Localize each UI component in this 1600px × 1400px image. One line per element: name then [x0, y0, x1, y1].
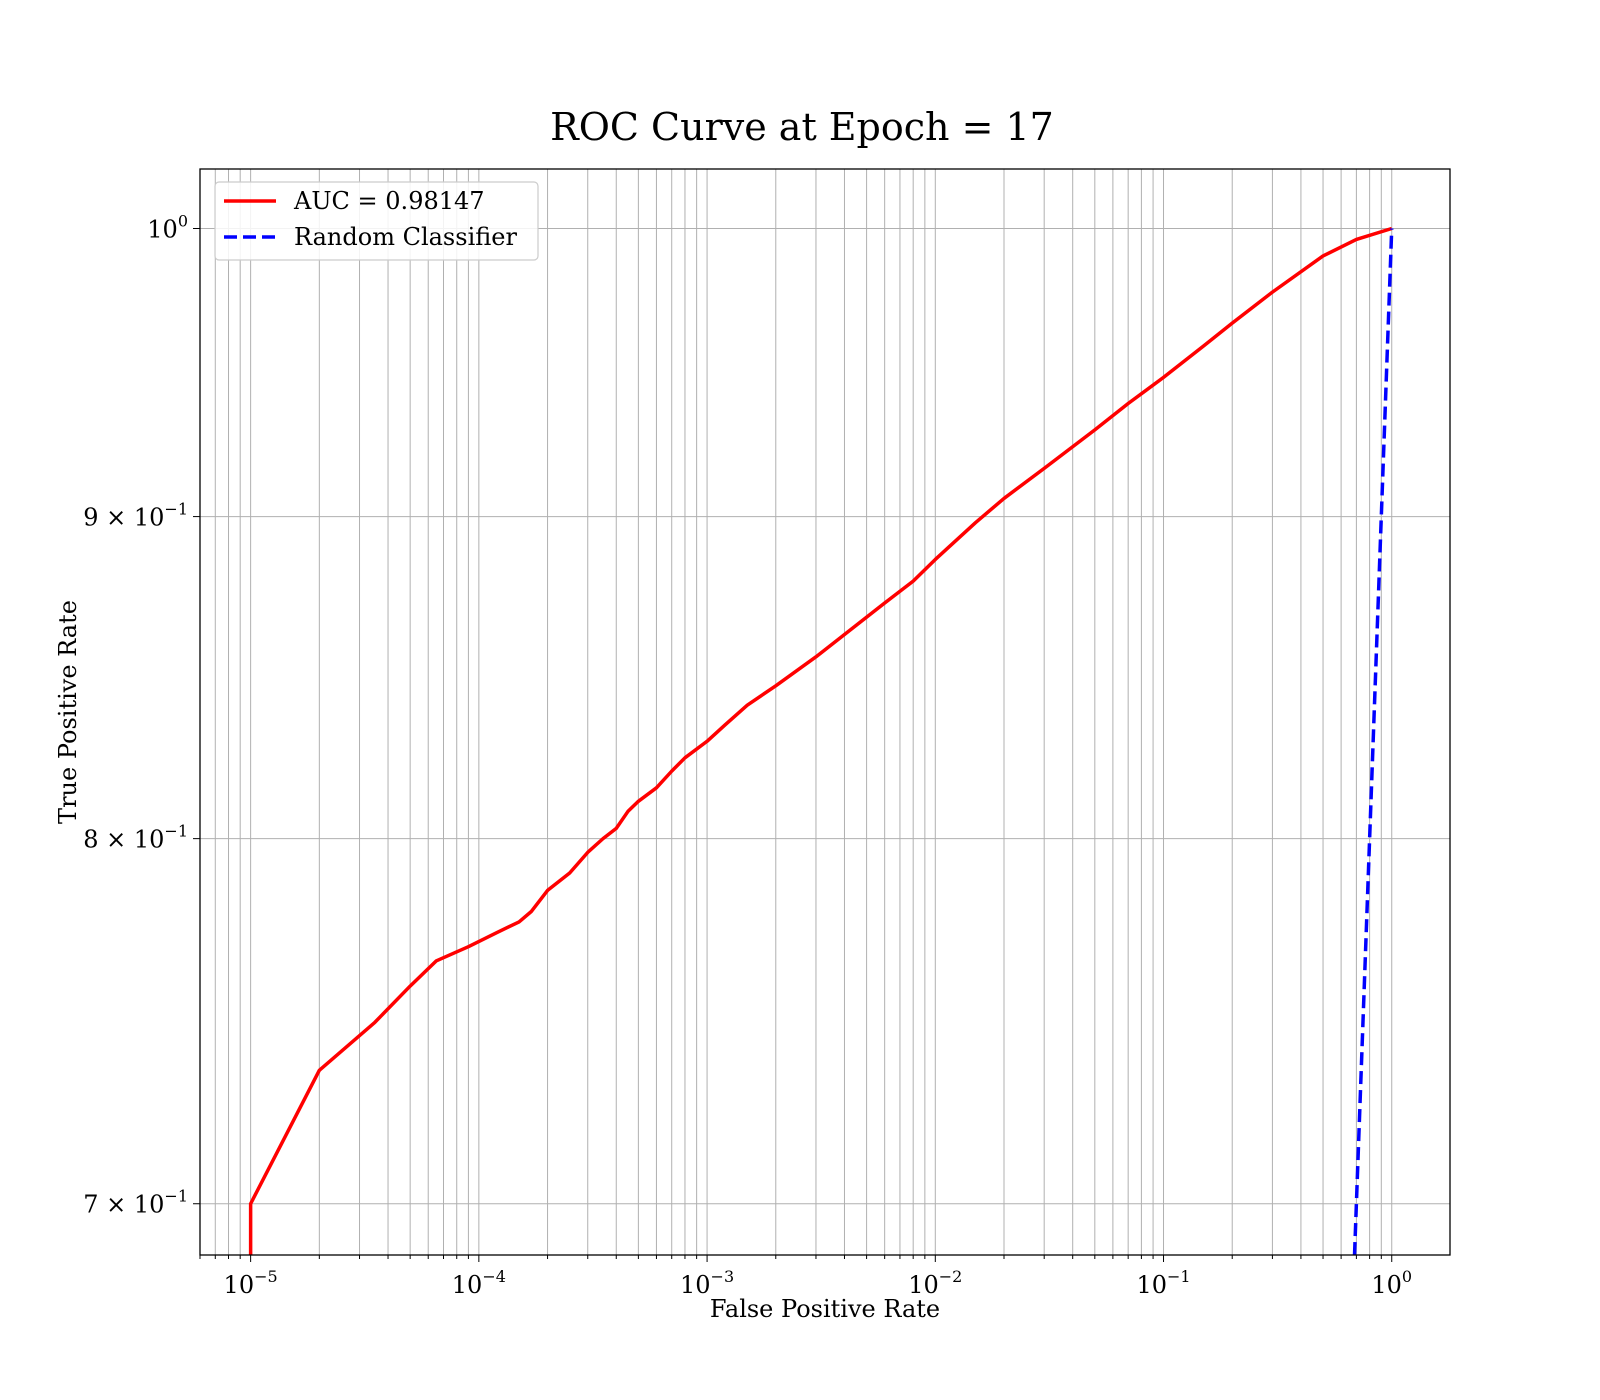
y-tick-label: 100: [147, 212, 188, 244]
data-series: [248, 226, 1394, 1255]
y-axis-label: True Positive Rate: [54, 600, 82, 824]
chart-title: ROC Curve at Epoch = 17: [550, 105, 1054, 149]
roc-curve-line: [248, 226, 1393, 1255]
y-tick-label: 7 × 10−1: [83, 1187, 188, 1219]
y-tick-label: 9 × 10−1: [83, 500, 188, 532]
x-tick-labels: 10−5 10−4 10−3 10−2 10−1 100: [199, 1255, 1412, 1299]
x-tick-label: 10−5: [224, 1267, 278, 1299]
x-tick-label: 10−2: [908, 1267, 962, 1299]
legend-box: [214, 181, 539, 261]
x-axis-label: False Positive Rate: [710, 1295, 940, 1323]
legend: AUC = 0.98147 Random Classifier: [214, 181, 539, 261]
x-tick-label: 100: [1371, 1267, 1412, 1299]
y-tick-labels: 100 9 × 10−1 8 × 10−1 7 × 10−1: [83, 212, 200, 1219]
random-classifier-line: [1352, 228, 1394, 1255]
legend-label-auc: AUC = 0.98147: [293, 187, 485, 215]
x-tick-label: 10−4: [452, 1267, 506, 1299]
legend-label-random: Random Classifier: [294, 223, 517, 251]
x-tick-label: 10−1: [1136, 1267, 1190, 1299]
plot-frame: [199, 168, 1451, 1256]
x-tick-label: 10−3: [680, 1267, 734, 1299]
grid-lines: [199, 169, 1450, 1255]
y-tick-label: 8 × 10−1: [83, 822, 188, 854]
